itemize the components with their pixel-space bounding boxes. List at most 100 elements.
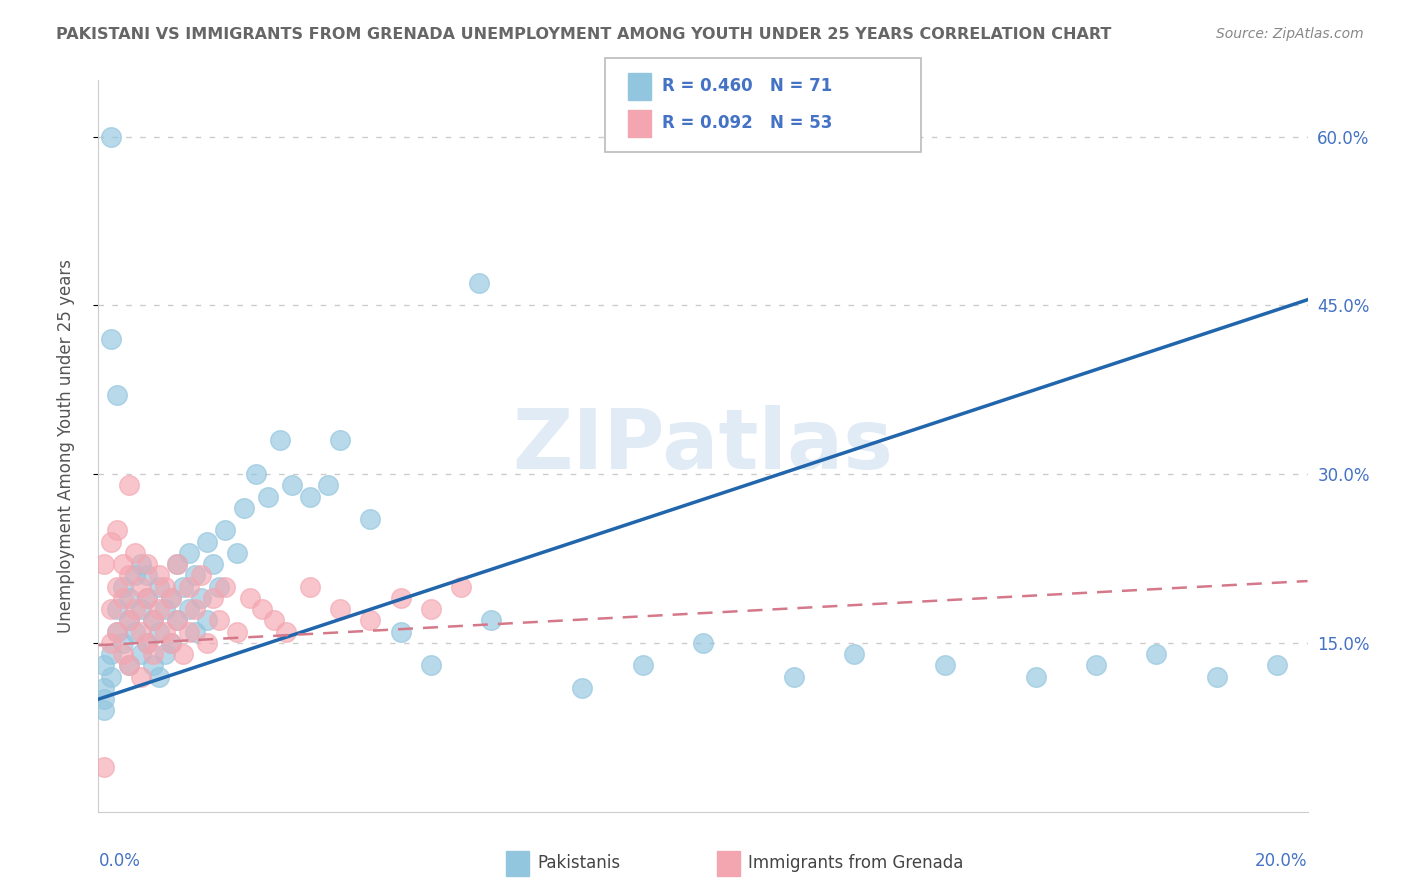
- Point: [208, 580, 231, 594]
- Point: [160, 591, 183, 605]
- Point: [148, 602, 170, 616]
- Text: Source: ZipAtlas.com: Source: ZipAtlas.com: [1216, 27, 1364, 41]
- Point: [135, 591, 157, 605]
- Point: [1024, 670, 1046, 684]
- Point: [202, 557, 225, 571]
- Point: [100, 670, 122, 684]
- Point: [135, 636, 157, 650]
- Point: [153, 602, 176, 616]
- Point: [232, 500, 254, 515]
- Point: [118, 591, 141, 605]
- Point: [179, 580, 201, 594]
- Point: [100, 647, 122, 661]
- Text: Pakistanis: Pakistanis: [537, 855, 620, 872]
- Point: [118, 614, 141, 628]
- Point: [105, 580, 128, 594]
- Point: [100, 602, 122, 616]
- Point: [179, 602, 201, 616]
- Point: [1267, 658, 1289, 673]
- Point: [148, 670, 170, 684]
- Point: [250, 602, 273, 616]
- Point: [420, 602, 443, 616]
- Point: [153, 580, 176, 594]
- Point: [135, 568, 157, 582]
- Point: [1144, 647, 1167, 661]
- Point: [281, 478, 304, 492]
- Point: [129, 602, 152, 616]
- Point: [93, 692, 115, 706]
- Point: [263, 614, 285, 628]
- Point: [692, 636, 714, 650]
- Point: [214, 580, 236, 594]
- Point: [100, 129, 122, 144]
- Point: [111, 580, 134, 594]
- Point: [166, 614, 188, 628]
- Point: [93, 760, 115, 774]
- Point: [195, 636, 218, 650]
- Point: [100, 534, 122, 549]
- Point: [100, 332, 122, 346]
- Point: [184, 624, 207, 639]
- Point: [105, 388, 128, 402]
- Point: [153, 647, 176, 661]
- Y-axis label: Unemployment Among Youth under 25 years: Unemployment Among Youth under 25 years: [56, 259, 75, 633]
- Text: ZIPatlas: ZIPatlas: [513, 406, 893, 486]
- Point: [118, 568, 141, 582]
- Point: [105, 602, 128, 616]
- Point: [93, 681, 115, 695]
- Point: [202, 591, 225, 605]
- Text: 0.0%: 0.0%: [98, 852, 141, 870]
- Point: [184, 602, 207, 616]
- Point: [269, 434, 291, 448]
- Point: [135, 557, 157, 571]
- Point: [179, 546, 201, 560]
- Point: [166, 614, 188, 628]
- Point: [208, 614, 231, 628]
- Point: [129, 670, 152, 684]
- Point: [111, 636, 134, 650]
- Point: [93, 658, 115, 673]
- Point: [118, 658, 141, 673]
- Point: [844, 647, 866, 661]
- Point: [214, 524, 236, 538]
- Text: Immigrants from Grenada: Immigrants from Grenada: [748, 855, 963, 872]
- Point: [124, 602, 146, 616]
- Point: [142, 647, 165, 661]
- Point: [468, 276, 491, 290]
- Point: [184, 568, 207, 582]
- Point: [93, 557, 115, 571]
- Text: R = 0.460   N = 71: R = 0.460 N = 71: [662, 78, 832, 95]
- Point: [111, 591, 134, 605]
- Point: [111, 647, 134, 661]
- Point: [360, 512, 382, 526]
- Point: [195, 534, 218, 549]
- Point: [299, 580, 322, 594]
- Text: PAKISTANI VS IMMIGRANTS FROM GRENADA UNEMPLOYMENT AMONG YOUTH UNDER 25 YEARS COR: PAKISTANI VS IMMIGRANTS FROM GRENADA UNE…: [56, 27, 1112, 42]
- Point: [129, 557, 152, 571]
- Point: [1085, 658, 1108, 673]
- Point: [142, 614, 165, 628]
- Point: [934, 658, 956, 673]
- Point: [160, 636, 183, 650]
- Point: [153, 624, 176, 639]
- Point: [124, 568, 146, 582]
- Point: [172, 647, 194, 661]
- Point: [160, 591, 183, 605]
- Point: [195, 614, 218, 628]
- Point: [118, 658, 141, 673]
- Point: [245, 467, 267, 482]
- Point: [329, 602, 352, 616]
- Point: [420, 658, 443, 673]
- Point: [124, 624, 146, 639]
- Point: [118, 478, 141, 492]
- Point: [190, 591, 212, 605]
- Point: [129, 580, 152, 594]
- Point: [129, 624, 152, 639]
- Point: [118, 614, 141, 628]
- Point: [389, 624, 412, 639]
- Point: [160, 636, 183, 650]
- Point: [256, 490, 278, 504]
- Point: [1206, 670, 1229, 684]
- Point: [190, 568, 212, 582]
- Point: [166, 557, 188, 571]
